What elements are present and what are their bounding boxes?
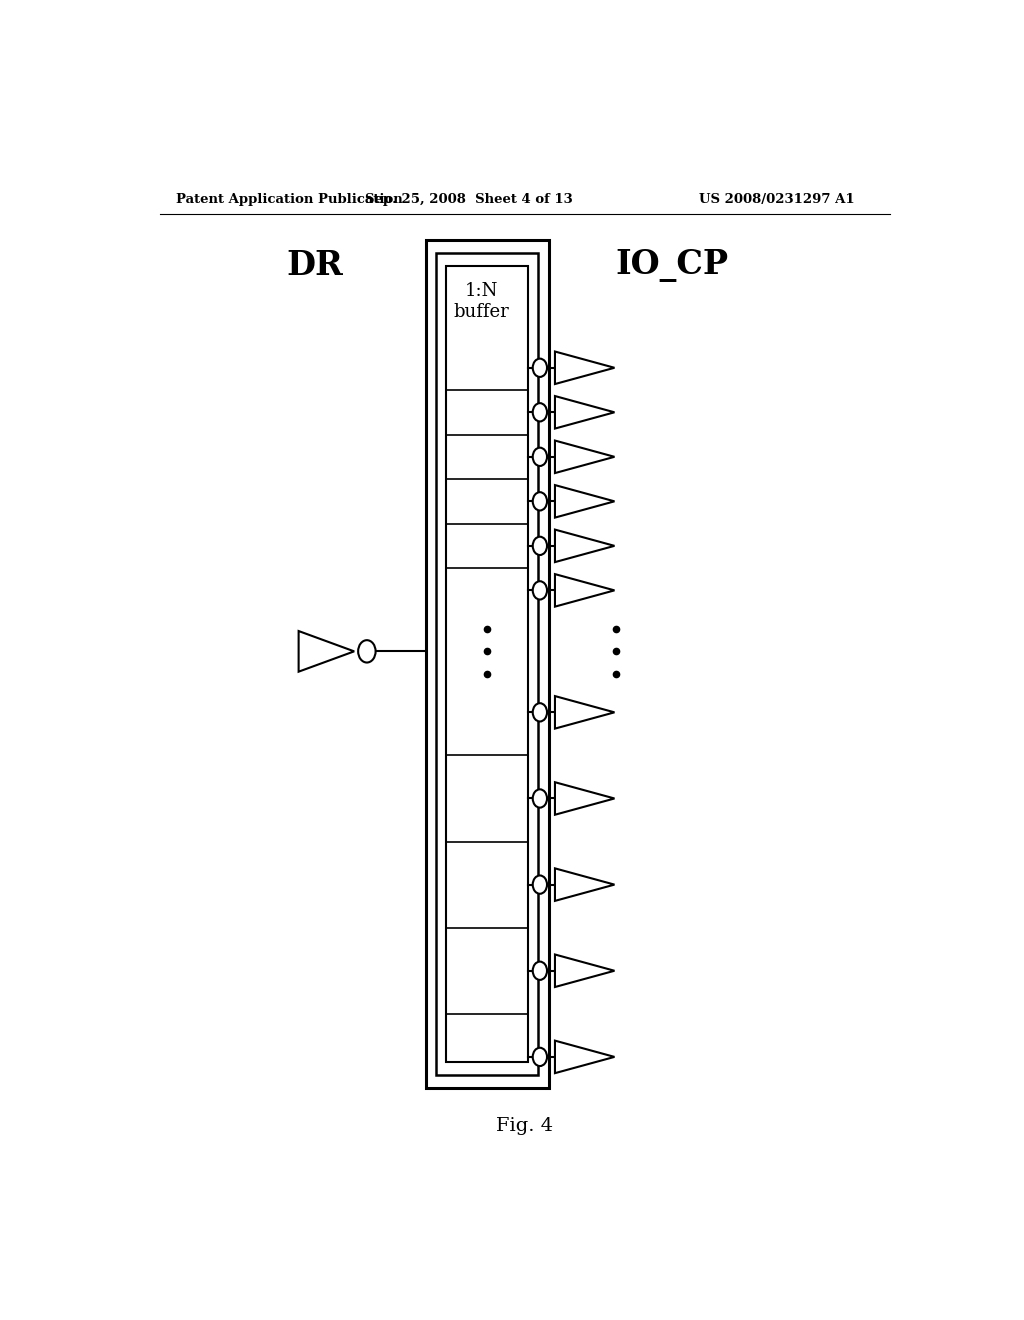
Polygon shape: [555, 954, 614, 987]
Bar: [426, 240, 549, 1089]
Circle shape: [532, 789, 547, 808]
Polygon shape: [555, 574, 614, 607]
Bar: [436, 253, 539, 1076]
Text: US 2008/0231297 A1: US 2008/0231297 A1: [699, 193, 855, 206]
Polygon shape: [555, 783, 614, 814]
Circle shape: [532, 537, 547, 554]
Polygon shape: [555, 441, 614, 473]
Polygon shape: [555, 484, 614, 517]
Text: DR: DR: [286, 248, 343, 281]
Circle shape: [532, 359, 547, 378]
Text: IO_CP: IO_CP: [615, 248, 728, 281]
Text: Sep. 25, 2008  Sheet 4 of 13: Sep. 25, 2008 Sheet 4 of 13: [366, 193, 573, 206]
Circle shape: [532, 704, 547, 722]
Circle shape: [532, 492, 547, 511]
Text: Fig. 4: Fig. 4: [497, 1117, 553, 1135]
Circle shape: [532, 403, 547, 421]
Polygon shape: [555, 351, 614, 384]
Circle shape: [532, 581, 547, 599]
Circle shape: [532, 875, 547, 894]
Polygon shape: [555, 396, 614, 429]
Circle shape: [532, 1048, 547, 1067]
Circle shape: [358, 640, 376, 663]
Bar: [446, 267, 528, 1063]
Text: 1:N
buffer: 1:N buffer: [453, 282, 509, 321]
Circle shape: [532, 447, 547, 466]
Polygon shape: [555, 529, 614, 562]
Polygon shape: [555, 696, 614, 729]
Polygon shape: [299, 631, 354, 672]
Polygon shape: [555, 1040, 614, 1073]
Text: Patent Application Publication: Patent Application Publication: [176, 193, 402, 206]
Polygon shape: [555, 869, 614, 900]
Circle shape: [532, 961, 547, 979]
